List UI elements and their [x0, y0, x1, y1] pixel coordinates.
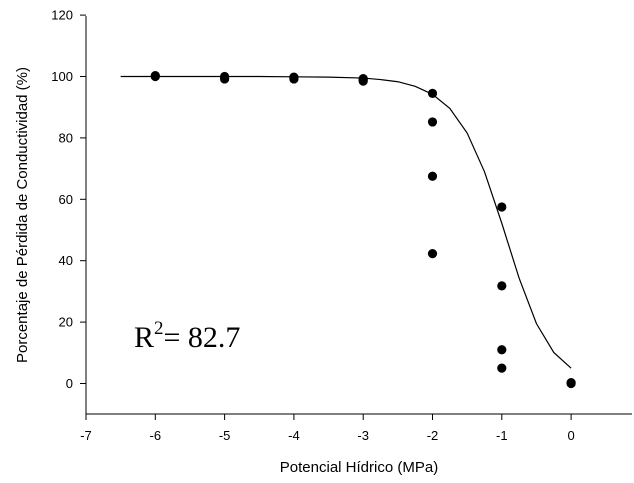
data-point [220, 73, 230, 83]
y-tick-label: 120 [51, 8, 73, 23]
x-tick-label: -3 [357, 428, 369, 443]
x-tick-label: -4 [288, 428, 300, 443]
x-tick-label: -5 [219, 428, 231, 443]
y-axis-title: Porcentaje de Pérdida de Conductividad (… [14, 67, 31, 363]
x-ticks: -7 -6 -5 -4 -3 -2 -1 0 [80, 414, 575, 443]
fitted-curve-line [120, 75, 572, 369]
y-tick-label: 100 [51, 69, 73, 84]
x-tick-label: -7 [80, 428, 92, 443]
data-points-layer [150, 70, 576, 389]
y-tick-label: 60 [59, 192, 73, 207]
y-tick-label: 0 [66, 376, 73, 391]
data-point [427, 88, 438, 98]
data-point [427, 117, 438, 127]
plot-frame [85, 16, 632, 415]
x-tick-label: -2 [427, 428, 439, 443]
data-point [497, 363, 507, 373]
x-tick-label: 0 [567, 428, 574, 443]
data-point [150, 70, 160, 81]
y-tick-label: 40 [59, 253, 73, 268]
data-point [497, 345, 507, 355]
x-axis-title: Potencial Hídrico (MPa) [280, 459, 438, 476]
r-squared-annotation: R2= 82.7 [134, 318, 240, 354]
y-tick-label: 20 [59, 315, 73, 330]
data-point [566, 378, 576, 389]
data-point [497, 202, 507, 212]
data-point [358, 74, 368, 85]
r-squared-superscript: 2 [154, 318, 164, 339]
data-point [289, 73, 299, 83]
r-squared-base: R [134, 321, 154, 354]
data-point [427, 249, 438, 259]
r-squared-value: = 82.7 [164, 321, 241, 354]
fitted-curve-layer [120, 75, 572, 369]
data-point [497, 281, 507, 291]
x-tick-label: -6 [150, 428, 162, 443]
y-ticks: 0 20 40 60 80 100 120 [51, 8, 86, 391]
y-tick-label: 80 [59, 130, 73, 145]
x-tick-label: -1 [496, 428, 508, 443]
data-point [427, 171, 438, 181]
